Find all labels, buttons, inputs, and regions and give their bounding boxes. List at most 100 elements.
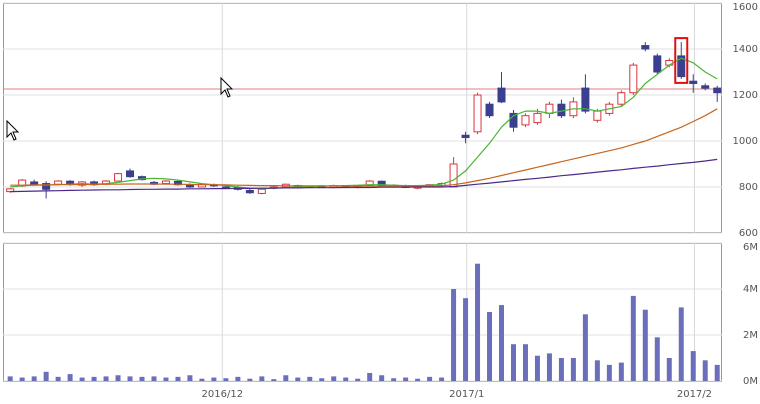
volume-bar [427,376,433,381]
y-tick-label: 4M [743,284,758,295]
volume-bar [690,351,696,381]
candle-body [185,184,194,188]
volume-bar [295,377,301,381]
volume-bar [271,379,277,381]
y-tick-label: 1200 [733,90,758,101]
candle-body [617,92,626,105]
y-tick-label: 1600 [733,2,758,13]
candle-body [629,64,638,94]
volume-panel [3,243,722,382]
volume-bar [319,378,325,381]
cursor [220,76,234,98]
volume-bar [475,263,481,381]
volume-bar [534,355,540,381]
y-tick-label: 6M [743,242,758,253]
volume-bar [391,378,397,381]
volume-bar [714,364,720,381]
volume-bar [115,375,121,381]
volume-bar [666,358,672,381]
candle-body [653,55,662,73]
candle-body [545,103,554,114]
candle-body [713,87,722,94]
candle-body [689,80,698,84]
volume-bar [582,314,588,381]
volume-bar [606,364,612,381]
x-tick-label: 2016/12 [202,389,244,400]
volume-bar [43,371,49,381]
volume-bar [570,358,576,381]
moving-average [10,158,718,193]
volume-bar [499,305,505,381]
candle-body [473,94,482,133]
volume-bar [379,375,385,381]
volume-bar [31,376,37,381]
candle-body [677,55,686,78]
volume-bar [247,378,253,381]
price-panel [3,3,722,233]
y-tick-label: 1400 [733,44,758,55]
volume-bar [235,376,241,381]
volume-bar [139,376,145,381]
candle-body [30,181,39,186]
candle-body [449,163,458,188]
candle-body [701,85,710,89]
candle-body [497,87,506,103]
volume-bar [367,372,373,381]
volume-bar [487,312,493,381]
volume-bar [55,376,61,381]
x-tick-label: 2017/1 [449,389,484,400]
volume-bar [211,377,217,381]
volume-bar [7,376,13,381]
volume-bar [163,377,169,381]
candle-body [221,186,230,189]
volume-bar [546,353,552,381]
candle-body [54,180,63,185]
volume-bar [187,375,193,381]
candle-body [557,103,566,117]
volume-bar [630,295,636,381]
volume-bar [151,376,157,381]
moving-average [10,108,718,187]
volume-bar [618,362,624,381]
volume-bar [642,309,648,381]
volume-bar [103,376,109,381]
candle-body [461,134,470,139]
candle-body [114,173,123,182]
volume-bar [331,376,337,381]
volume-bar [223,378,229,381]
volume-bar [307,376,313,381]
volume-bar [439,377,445,381]
volume-bar [594,360,600,381]
volume-bar [451,289,457,381]
candle-body [641,45,650,50]
candle-body [245,189,254,194]
candle-body [581,87,590,112]
volume-bar [403,377,409,381]
y-tick-label: 0M [743,376,758,387]
candle-body [485,103,494,117]
volume-bar [199,378,205,381]
candle-body [521,115,530,126]
candle-body [593,110,602,121]
volume-bar [678,307,684,381]
volume-bar [91,376,97,381]
volume-bar [283,375,289,381]
candle-body [509,112,518,128]
y-tick-label: 2M [743,330,758,341]
volume-bar [259,376,265,381]
volume-bar [702,360,708,381]
candle-body [42,183,51,190]
volume-bar [558,358,564,381]
y-tick-label: 800 [739,182,758,193]
volume-bar [175,376,181,381]
volume-bar [67,374,73,381]
candle-body [126,170,135,178]
volume-bar [415,378,421,381]
volume-bar [463,298,469,381]
candle-body [161,180,170,185]
candle-body [6,188,15,193]
volume-bar [19,377,25,381]
candle-body [665,60,674,66]
y-tick-label: 600 [739,228,758,239]
